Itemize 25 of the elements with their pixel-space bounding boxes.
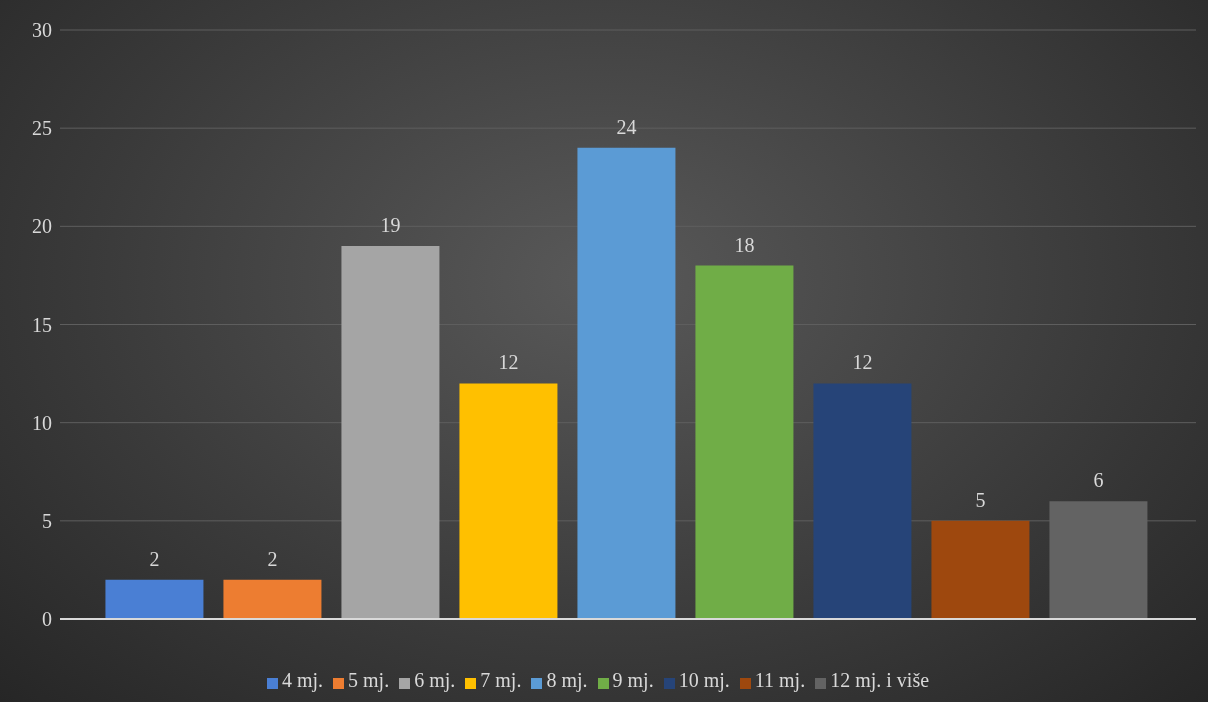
data-label: 2 xyxy=(149,547,160,570)
data-label: 12 xyxy=(852,351,873,374)
data-label: 18 xyxy=(734,233,755,256)
legend-label: 8 mj. xyxy=(546,669,588,691)
legend-label: 11 mj. xyxy=(754,669,806,691)
legend-label: 6 mj. xyxy=(414,669,456,691)
y-tick-label: 25 xyxy=(32,117,52,140)
data-label: 6 xyxy=(1093,469,1104,492)
y-tick-label: 15 xyxy=(32,313,52,336)
data-label: 12 xyxy=(498,351,519,374)
legend-label: 7 mj. xyxy=(480,669,522,691)
legend-label: 4 mj. xyxy=(281,669,324,691)
data-label: 5 xyxy=(975,488,986,511)
y-tick-label: 20 xyxy=(32,215,52,238)
y-tick-label: 30 xyxy=(32,19,52,42)
legend-label: 10 mj. xyxy=(678,669,730,691)
data-label: 2 xyxy=(267,547,278,570)
data-label: 24 xyxy=(616,115,637,138)
data-label: 19 xyxy=(380,213,401,236)
legend-label: 9 mj. xyxy=(612,669,654,691)
y-tick-label: 10 xyxy=(32,411,52,434)
legend-label: 12 mj. i više xyxy=(830,669,930,691)
y-tick-label: 0 xyxy=(42,608,52,631)
y-tick-label: 5 xyxy=(42,509,52,532)
legend-label: 5 mj. xyxy=(348,669,390,691)
